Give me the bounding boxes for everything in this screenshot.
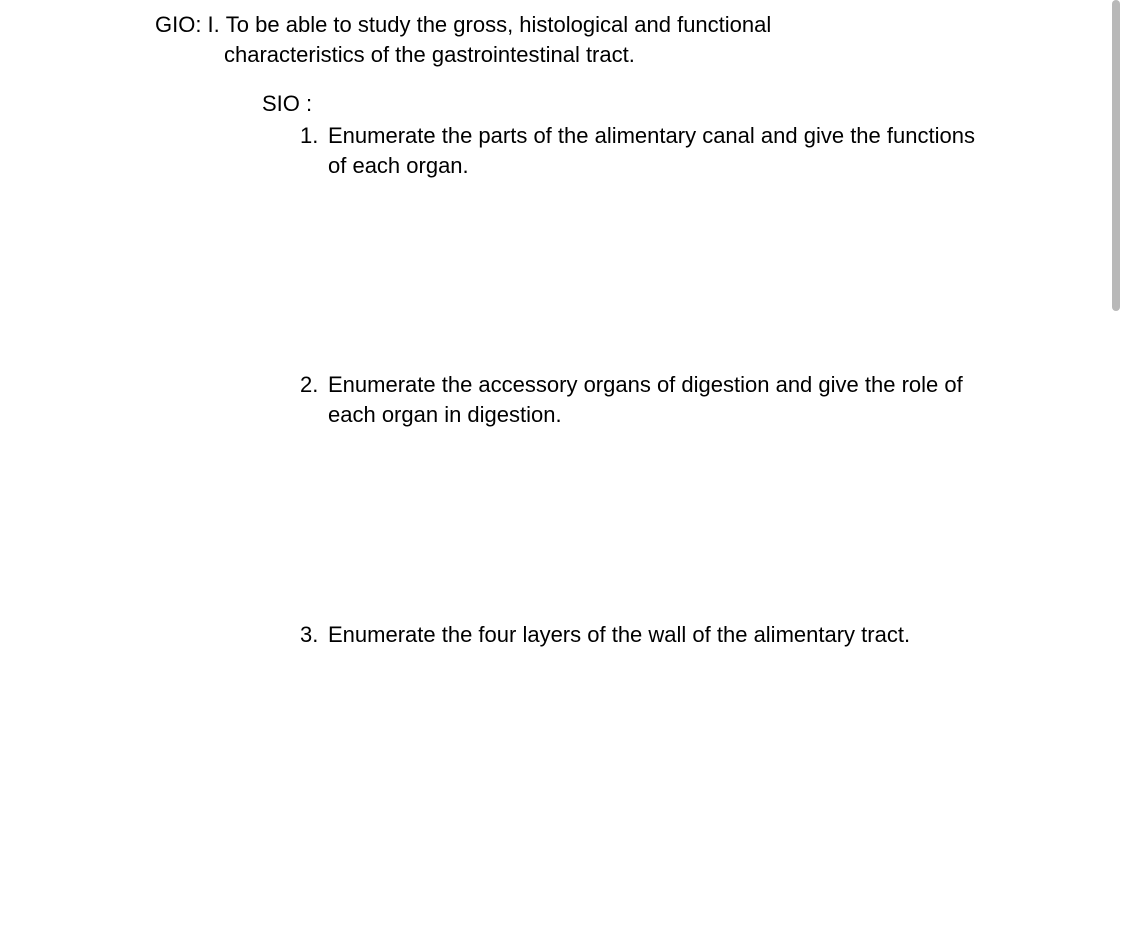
scrollbar-thumb[interactable] [1112,0,1120,311]
sio-item-2: 2. Enumerate the accessory organs of dig… [300,370,977,429]
gio-text-line-1: To be able to study the gross, histologi… [220,10,771,40]
sio-item-text: Enumerate the accessory organs of digest… [328,370,977,429]
gio-text-line-2: characteristics of the gastrointestinal … [155,40,977,70]
sio-item-text: Enumerate the four layers of the wall of… [328,620,910,650]
sio-item-number: 1. [300,121,328,151]
sio-block: SIO : 1. Enumerate the parts of the alim… [262,89,977,649]
gio-block: GIO: I. To be able to study the gross, h… [155,10,977,69]
sio-item-1: 1. Enumerate the parts of the alimentary… [300,121,977,180]
gio-label: GIO: I. [155,10,220,40]
gio-line-1: GIO: I. To be able to study the gross, h… [155,10,977,40]
sio-label: SIO : [262,89,977,119]
scrollbar-track[interactable] [1107,0,1125,941]
document-content: GIO: I. To be able to study the gross, h… [0,0,1107,941]
sio-item-number: 2. [300,370,328,400]
sio-items: 1. Enumerate the parts of the alimentary… [300,121,977,649]
sio-item-3: 3. Enumerate the four layers of the wall… [300,620,977,650]
sio-item-number: 3. [300,620,328,650]
sio-item-text: Enumerate the parts of the alimentary ca… [328,121,977,180]
